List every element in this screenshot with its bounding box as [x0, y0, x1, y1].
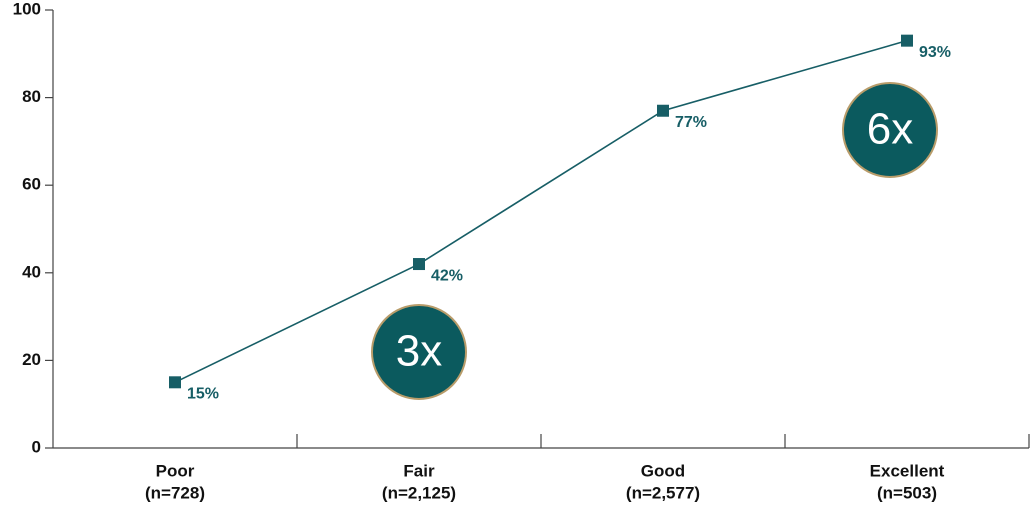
x-tick-label: Good	[641, 461, 685, 480]
x-tick-label: Poor	[156, 461, 195, 480]
value-label: 77%	[675, 114, 707, 131]
point	[657, 104, 669, 117]
point	[413, 258, 425, 271]
annotation: 3x	[396, 327, 442, 376]
annotation-circle	[371, 304, 467, 400]
y-tick-label: 0	[32, 437, 41, 456]
y-tick-label: 80	[22, 87, 41, 106]
value-label: 15%	[187, 386, 219, 403]
value-label: 93%	[919, 44, 951, 61]
annotation: 6x	[867, 105, 913, 154]
x-tick-count: (n=728)	[145, 483, 205, 502]
x-tick-count: (n=2,125)	[382, 483, 456, 502]
y-tick-label: 20	[22, 350, 41, 369]
x-tick-count: (n=2,577)	[626, 483, 700, 502]
line	[174, 39, 908, 384]
x-tick-count: (n=503)	[877, 483, 937, 502]
value-label: 42%	[431, 267, 463, 284]
y-tick-label: 100	[13, 0, 41, 18]
point	[169, 376, 181, 389]
y-tick-label: 60	[22, 175, 41, 194]
x-tick-label: Excellent	[870, 461, 945, 480]
annotation-circle	[842, 82, 938, 178]
x-tick-label: Fair	[403, 461, 435, 480]
point	[901, 34, 913, 47]
y-tick-label: 40	[22, 262, 41, 281]
